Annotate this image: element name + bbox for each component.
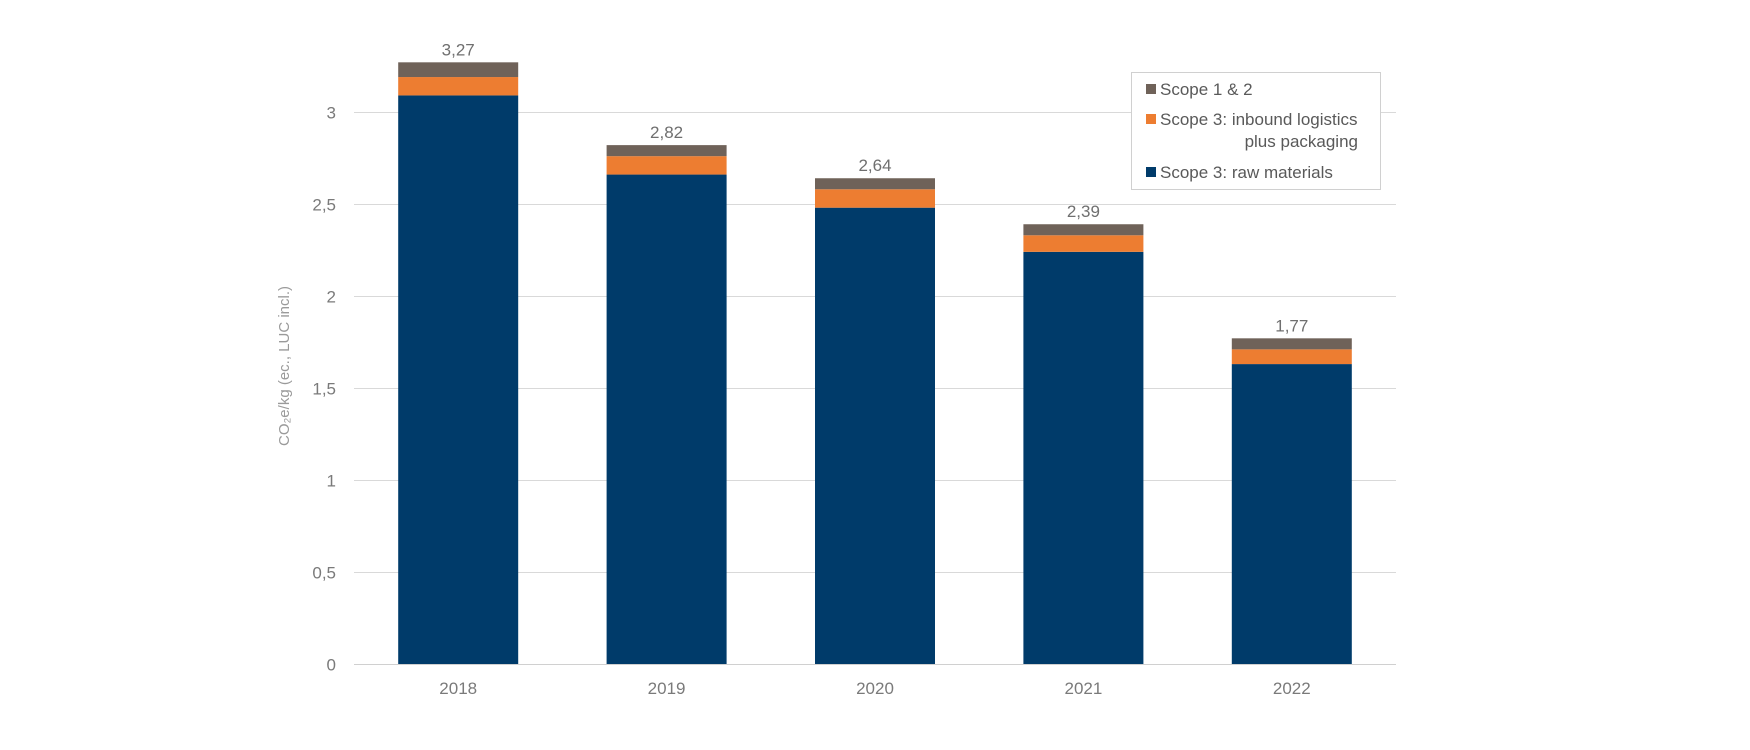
y-tick-label: 0,5 <box>312 564 336 583</box>
legend-label-series-1-line-1: plus packaging <box>1245 132 1358 151</box>
bar-segment-2018-series-1 <box>398 77 519 96</box>
total-label-2019: 2,82 <box>650 123 683 142</box>
y-tick-label: 2 <box>327 288 336 307</box>
bar-segment-2019-series-2 <box>606 145 727 157</box>
bar-segment-2019-series-0 <box>606 174 727 664</box>
total-label-2021: 2,39 <box>1067 202 1100 221</box>
bar-segment-2020-series-1 <box>815 189 935 208</box>
legend-box <box>1131 72 1381 190</box>
y-axis-title: CO₂e/kg (ec., LUC incl.) <box>276 286 293 446</box>
bar-segment-2021-series-1 <box>1023 235 1144 252</box>
bars <box>398 62 1352 664</box>
y-tick-label: 3 <box>327 104 336 123</box>
legend-label-series-1-line-0: Scope 3: inbound logistics <box>1160 110 1358 129</box>
y-tick-label: 0 <box>327 656 336 675</box>
x-tick-label-2020: 2020 <box>856 679 894 698</box>
y-tick-label: 2,5 <box>312 196 336 215</box>
bar-segment-2020-series-0 <box>815 207 935 664</box>
bar-segment-2018-series-2 <box>398 62 519 78</box>
y-tick-label: 1,5 <box>312 380 336 399</box>
x-tick-label-2022: 2022 <box>1273 679 1311 698</box>
bar-segment-2022-series-1 <box>1231 349 1352 365</box>
bar-segment-2018-series-0 <box>398 95 519 664</box>
y-tick-label: 1 <box>327 472 336 491</box>
total-label-2018: 3,27 <box>442 40 475 59</box>
bar-segment-2022-series-2 <box>1231 338 1352 350</box>
legend: Scope 1 & 2 Scope 3: inbound logistics plu… <box>1131 72 1381 190</box>
total-label-2022: 1,77 <box>1275 316 1308 335</box>
legend-swatch-series-2 <box>1146 84 1156 94</box>
x-tick-label-2021: 2021 <box>1064 679 1102 698</box>
x-tick-label-2018: 2018 <box>439 679 477 698</box>
legend-label-series-2: Scope 1 & 2 <box>1160 80 1253 99</box>
bar-segment-2019-series-1 <box>606 156 727 175</box>
total-label-2020: 2,64 <box>858 156 891 175</box>
x-tick-label-2019: 2019 <box>648 679 686 698</box>
legend-swatch-series-1 <box>1146 114 1156 124</box>
bar-segment-2020-series-2 <box>815 178 935 190</box>
bar-segment-2021-series-0 <box>1023 251 1144 664</box>
legend-label-series-0: Scope 3: raw materials <box>1160 163 1333 182</box>
legend-swatch-series-0 <box>1146 167 1156 177</box>
bar-segment-2021-series-2 <box>1023 224 1144 236</box>
bar-segment-2022-series-0 <box>1231 364 1352 664</box>
labels: 0 0,5 1 1,5 2 2,5 3 CO₂e/kg (ec., LUC incl.) 3,2… <box>276 40 1311 698</box>
